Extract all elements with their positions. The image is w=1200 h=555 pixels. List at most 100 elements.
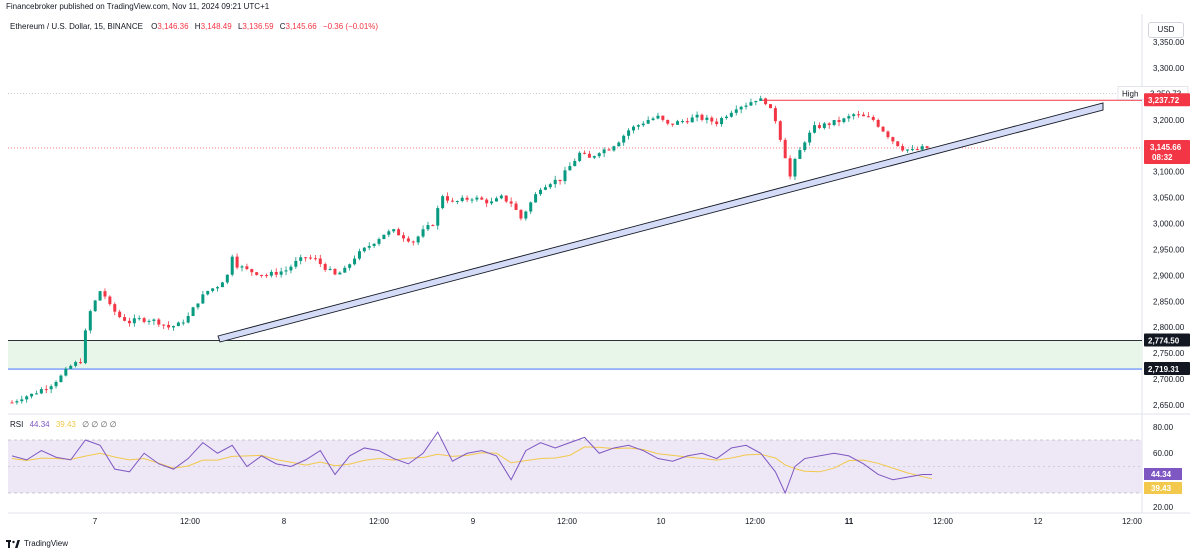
candle-body: [680, 121, 684, 123]
candle-body: [245, 266, 249, 270]
candle-body: [710, 117, 714, 122]
candle-body: [446, 196, 450, 201]
symbol-legend: Ethereum / U.S. Dollar, 15, BINANCE O3,1…: [10, 22, 378, 31]
candle-body: [118, 311, 122, 318]
candle-body: [661, 115, 665, 120]
candle-body: [382, 234, 386, 240]
candle-body: [744, 105, 748, 107]
candle-body: [724, 116, 728, 119]
candle-body: [123, 317, 127, 321]
candle-body: [739, 106, 743, 110]
price-tick-label: 2,650.00: [1153, 401, 1185, 410]
candle-body: [167, 324, 171, 328]
candle-body: [715, 121, 719, 125]
rsi-tick-label: 20.00: [1153, 503, 1174, 512]
candle-body: [171, 326, 175, 328]
candle-body: [294, 260, 298, 267]
candle-body: [636, 125, 640, 127]
candle-body: [891, 137, 895, 142]
currency-button[interactable]: USD: [1148, 22, 1184, 38]
candle-body: [925, 146, 929, 149]
candle-body: [857, 114, 861, 116]
candle-body: [524, 211, 528, 219]
candle-body: [176, 322, 180, 327]
time-tick-label: 12:00: [933, 517, 954, 526]
candle-body: [10, 402, 14, 404]
candle-body: [416, 236, 420, 243]
candle-body: [543, 187, 547, 190]
candle-body: [514, 203, 518, 210]
candle-body: [59, 375, 63, 382]
candle-body: [568, 166, 572, 171]
candle-body: [587, 153, 591, 158]
candle-body: [309, 257, 313, 259]
candle-body: [20, 399, 24, 402]
candle-body: [773, 108, 777, 122]
low-label: L: [237, 22, 243, 31]
candle-body: [852, 114, 856, 117]
symbol-name[interactable]: Ethereum / U.S. Dollar, 15, BINANCE: [10, 22, 143, 31]
candle-body: [597, 153, 601, 157]
candle-body: [685, 121, 689, 123]
candle-body: [25, 396, 29, 400]
candle-body: [817, 125, 821, 128]
candle-body: [465, 197, 469, 200]
candle-body: [720, 118, 724, 125]
candle-body: [646, 119, 650, 124]
candle-body: [641, 123, 645, 126]
price-tick-label: 3,300.00: [1153, 64, 1185, 73]
countdown-tag: 08:32: [1152, 153, 1173, 162]
candle-body: [69, 365, 73, 369]
candle-body: [578, 152, 582, 161]
candle-body: [651, 118, 655, 120]
zone-top-price-tag-box: [1144, 333, 1190, 347]
candle-body: [690, 117, 694, 123]
candle-body: [881, 126, 885, 132]
candle-body: [876, 119, 880, 127]
tradingview-logo-icon: [6, 539, 20, 548]
candle-body: [778, 121, 782, 140]
rsi-tick-label: 80.00: [1153, 423, 1174, 432]
candle-body: [896, 141, 900, 147]
candle-body: [269, 271, 273, 276]
candle-body: [734, 109, 738, 113]
candle-body: [357, 251, 361, 259]
price-tick-label: 2,750.00: [1153, 349, 1185, 358]
candle-body: [695, 114, 699, 118]
candle-body: [108, 296, 112, 305]
price-tick-label: 2,800.00: [1153, 323, 1185, 332]
resistance-price-tag: 3,237.72: [1148, 96, 1180, 105]
candle-body: [318, 258, 322, 264]
candle-body: [260, 274, 264, 276]
candle-body: [504, 195, 508, 202]
candle-body: [181, 322, 185, 324]
candle-body: [539, 189, 543, 195]
candle-body: [392, 229, 396, 232]
open-label: O: [151, 22, 158, 31]
candle-body: [113, 304, 117, 312]
candle-body: [397, 229, 401, 236]
candle-body: [152, 319, 156, 321]
footer-brand[interactable]: TradingView: [6, 539, 68, 548]
candle-body: [54, 381, 58, 387]
candle-body: [548, 184, 552, 188]
time-tick-label: 12:00: [369, 517, 390, 526]
candle-body: [387, 231, 391, 235]
rsi-name[interactable]: RSI: [10, 420, 24, 429]
candle-body: [206, 290, 210, 295]
candle-body: [490, 201, 494, 204]
candle-body: [235, 256, 239, 268]
rsi-placeholders: ∅ ∅ ∅ ∅: [82, 420, 117, 429]
candle-body: [353, 258, 357, 265]
rsi-ma-value: 39.43: [55, 420, 76, 429]
candle-body: [871, 116, 875, 120]
candle-body: [411, 241, 415, 243]
candle-body: [837, 120, 841, 123]
candle-body: [910, 149, 914, 151]
candle-body: [631, 126, 635, 131]
candle-body: [583, 152, 587, 154]
rsi-value-tag: 44.34: [1151, 470, 1172, 479]
candle-body: [558, 179, 562, 182]
zone-top-price-tag: 2,774.50: [1148, 336, 1180, 345]
